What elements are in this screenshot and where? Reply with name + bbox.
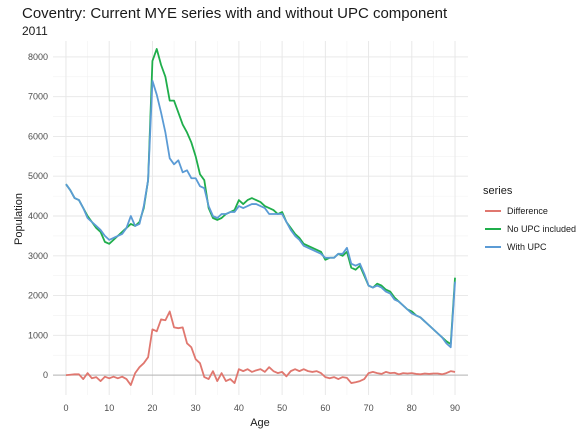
series-line-difference: [65, 310, 456, 386]
y-tick-label: 0: [43, 370, 48, 380]
x-tick-label: 70: [364, 403, 374, 413]
y-tick-label: 8000: [28, 52, 48, 62]
y-tick-label: 1000: [28, 330, 48, 340]
grid: [53, 41, 468, 395]
legend-item: No UPC included: [485, 224, 576, 234]
y-tick-label: 7000: [28, 92, 48, 102]
x-tick-label: 50: [277, 403, 287, 413]
y-tick-label: 5000: [28, 171, 48, 181]
legend-label: No UPC included: [507, 224, 576, 234]
y-tick-label: 3000: [28, 251, 48, 261]
y-axis-ticks: 0 1000 2000 3000 4000 5000 6000 7000 8000: [28, 52, 48, 380]
y-axis-title: Population: [13, 193, 25, 245]
series-lines: [65, 48, 456, 386]
y-tick-label: 4000: [28, 211, 48, 221]
legend-item: Difference: [485, 206, 548, 216]
x-tick-label: 0: [63, 403, 68, 413]
legend-item: With UPC: [485, 242, 547, 252]
x-tick-label: 30: [191, 403, 201, 413]
x-tick-label: 20: [147, 403, 157, 413]
series-line-no-upc-included: [65, 48, 456, 345]
x-tick-label: 80: [407, 403, 417, 413]
legend-title: series: [483, 185, 513, 197]
x-tick-label: 40: [234, 403, 244, 413]
chart-title: Coventry: Current MYE series with and wi…: [22, 5, 448, 22]
y-tick-label: 2000: [28, 291, 48, 301]
x-axis-title: Age: [250, 417, 270, 429]
legend-label: With UPC: [507, 242, 547, 252]
y-tick-label: 6000: [28, 131, 48, 141]
x-axis-ticks: 0 10 20 30 40 50 60 70 80 90: [63, 403, 460, 413]
chart-subtitle: 2011: [22, 24, 48, 38]
series-line-with-upc: [65, 79, 456, 349]
legend: series Difference No UPC included With UPC: [483, 185, 576, 252]
legend-label: Difference: [507, 206, 548, 216]
x-tick-label: 10: [104, 403, 114, 413]
x-tick-label: 60: [320, 403, 330, 413]
legend-items: Difference No UPC included With UPC: [485, 206, 576, 252]
x-tick-label: 90: [450, 403, 460, 413]
